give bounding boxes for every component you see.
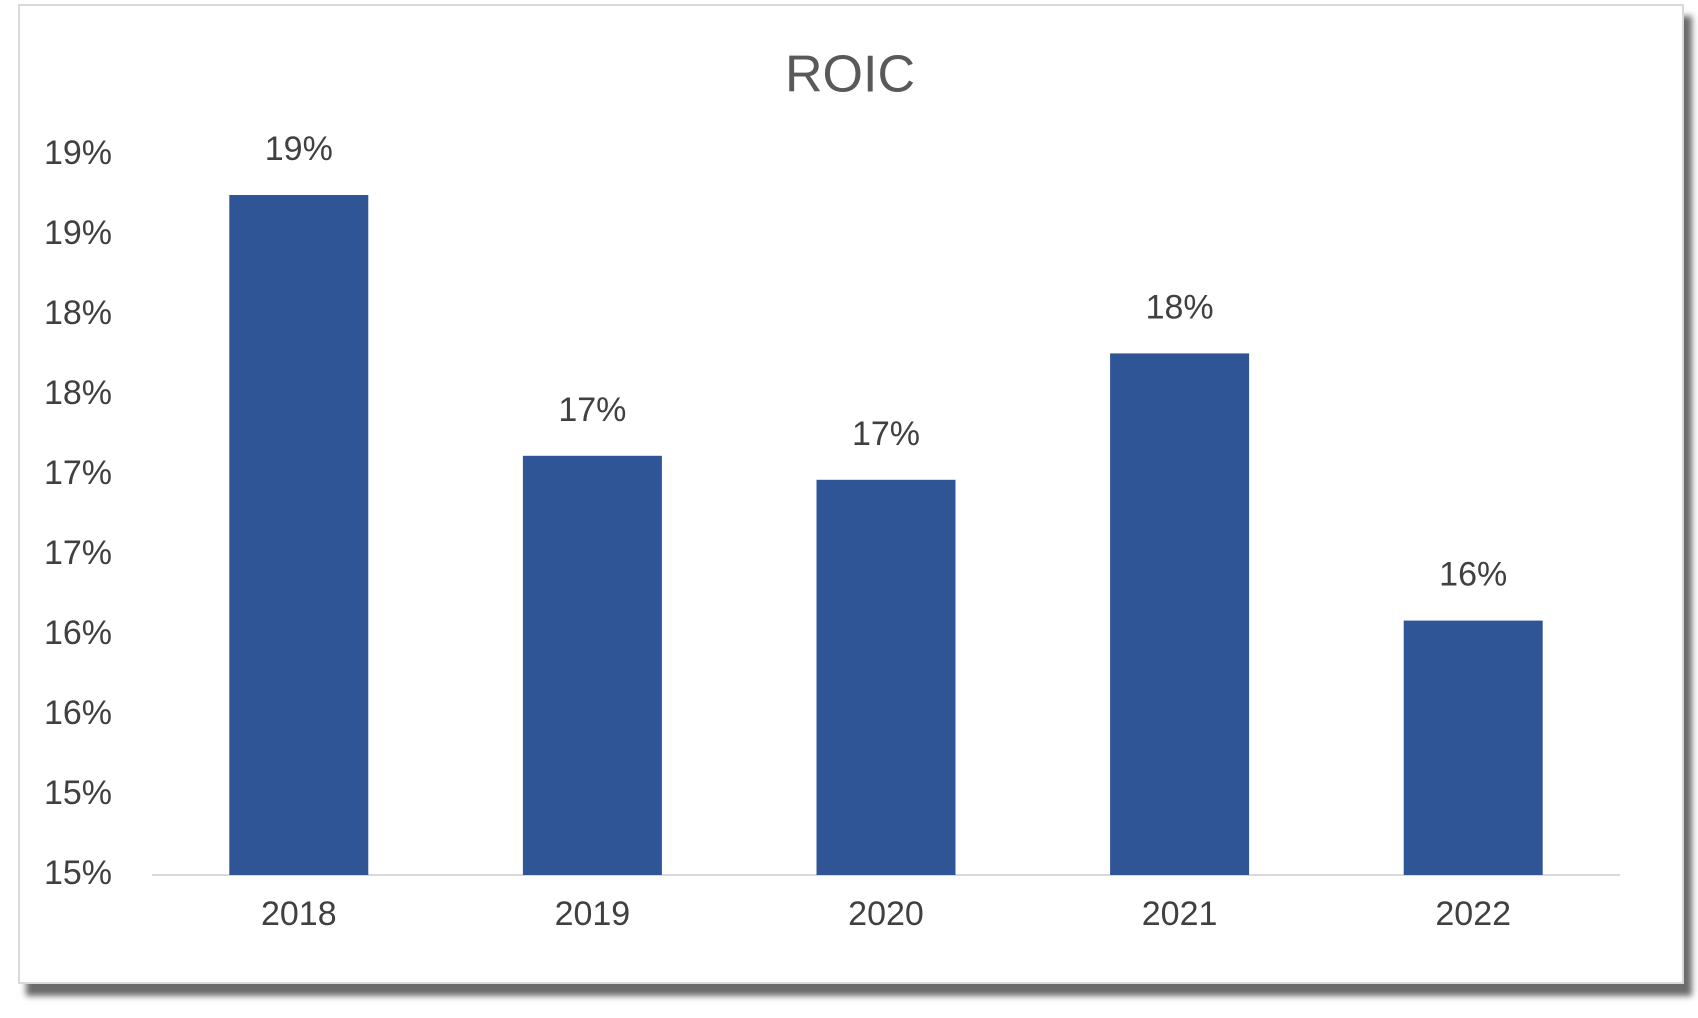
x-tick-label: 2021 bbox=[1142, 895, 1218, 933]
y-tick-label: 18% bbox=[44, 374, 112, 412]
data-label: 17% bbox=[558, 391, 626, 429]
y-tick-label: 16% bbox=[44, 694, 112, 732]
x-tick-label: 2020 bbox=[848, 895, 924, 933]
y-tick-label: 17% bbox=[44, 454, 112, 492]
y-tick-label: 19% bbox=[44, 134, 112, 172]
y-tick-label: 15% bbox=[44, 854, 112, 892]
data-label: 17% bbox=[852, 415, 920, 453]
bar bbox=[1110, 353, 1250, 875]
y-tick-label: 19% bbox=[44, 214, 112, 252]
bar bbox=[816, 479, 956, 875]
y-tick-label: 18% bbox=[44, 294, 112, 332]
x-tick-label: 2018 bbox=[261, 895, 337, 933]
data-label: 19% bbox=[265, 130, 333, 168]
y-tick-label: 15% bbox=[44, 774, 112, 812]
data-label: 16% bbox=[1439, 556, 1507, 594]
bar bbox=[229, 195, 369, 875]
bar bbox=[1403, 620, 1543, 875]
x-tick-label: 2022 bbox=[1435, 895, 1511, 933]
bar bbox=[522, 455, 662, 875]
x-tick-label: 2019 bbox=[555, 895, 631, 933]
data-label: 18% bbox=[1146, 288, 1214, 326]
y-tick-label: 16% bbox=[44, 614, 112, 652]
y-tick-label: 17% bbox=[44, 534, 112, 572]
chart-title: ROIC bbox=[785, 46, 915, 104]
